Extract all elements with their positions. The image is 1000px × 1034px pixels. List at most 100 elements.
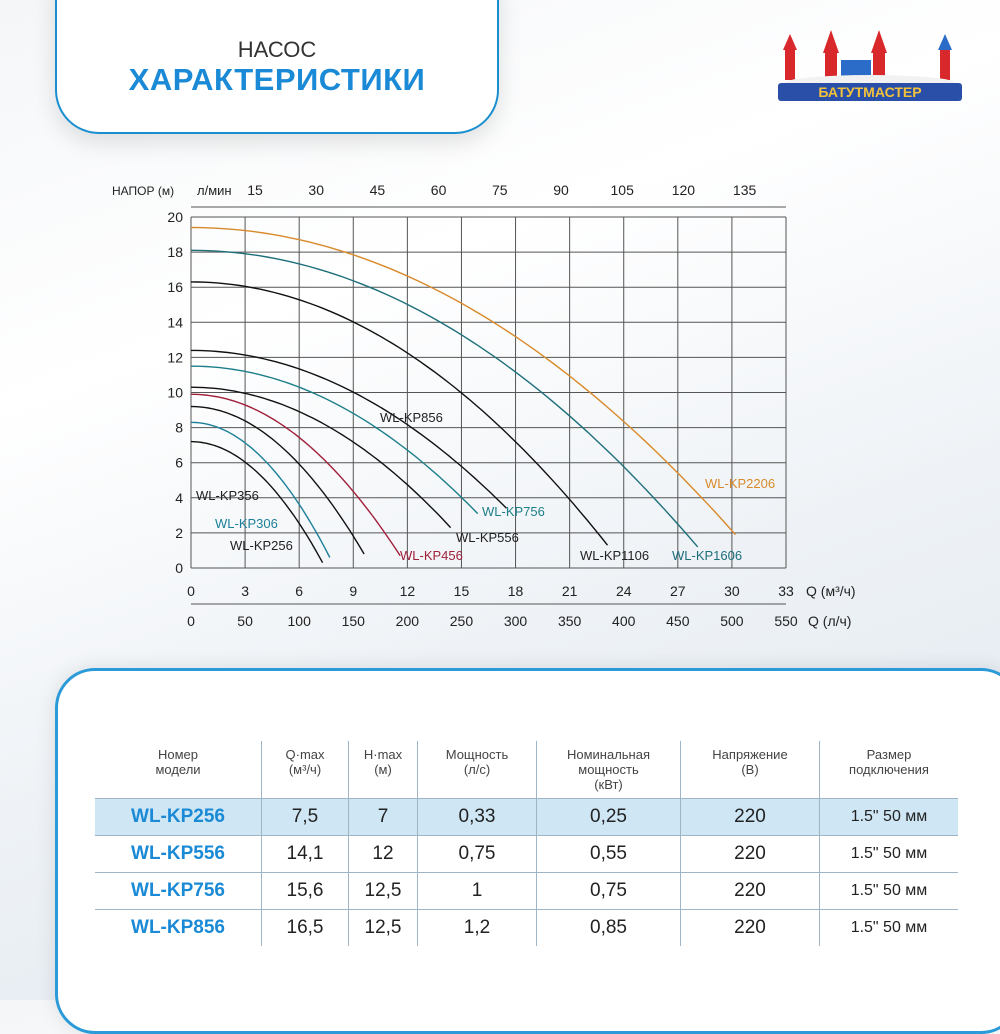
x-tick-label: 18 — [508, 583, 524, 599]
curve-label: WL-KP456 — [400, 548, 463, 563]
specs-table-card: Номер модели Q·max (м³/ч) H·max (м) Мощность (л… — [55, 668, 1000, 1034]
x-tick-label: 24 — [616, 583, 632, 599]
column-header: Напряжение (В) — [680, 741, 820, 799]
curve-label: WL-KP2206 — [705, 476, 775, 491]
table-cell: 12 — [348, 835, 418, 873]
y-tick-label: 20 — [167, 209, 183, 225]
x2-tick-label: 250 — [450, 613, 474, 629]
x2-tick-label: 0 — [187, 613, 195, 629]
top-tick-label: 15 — [247, 182, 263, 198]
curve-label: WL-KP306 — [215, 516, 278, 531]
y-tick-label: 6 — [175, 455, 183, 471]
table-cell: 0,33 — [417, 798, 537, 836]
table-cell: 7,5 — [261, 798, 349, 836]
table-cell: 0,85 — [536, 909, 681, 946]
column-header: Размер подключения — [819, 741, 958, 799]
y-tick-label: 8 — [175, 420, 183, 436]
column-header: H·max (м) — [348, 741, 418, 799]
y-axis-label: НАПОР (м) — [112, 184, 174, 198]
logo-text: БАТУТМАСТЕР — [818, 84, 921, 100]
curve-wl-kp256 — [190, 440, 324, 564]
model-cell: WL-KP256 — [95, 798, 262, 836]
column-header: Номер модели — [155, 747, 201, 777]
y-tick-label: 2 — [175, 525, 183, 541]
top-tick-label: 135 — [733, 182, 757, 198]
table-cell: 16,5 — [261, 909, 349, 946]
x2-tick-label: 100 — [288, 613, 312, 629]
x-tick-label: 12 — [400, 583, 416, 599]
table-cell: 7 — [348, 798, 418, 836]
table-cell: 0,25 — [536, 798, 681, 836]
x-tick-label: 9 — [349, 583, 357, 599]
x2-tick-label: 200 — [396, 613, 420, 629]
curve-label: WL-KP1606 — [672, 548, 742, 563]
column-header: Номинальная мощность (кВт) — [536, 741, 681, 799]
x2-tick-label: 350 — [558, 613, 582, 629]
table-row: WL-KP756 15,6 12,5 1 0,75 220 1.5" 50 мм — [95, 872, 958, 910]
page-title: ХАРАКТЕРИСТИКИ — [128, 62, 426, 97]
x-tick-label: 33 — [778, 583, 794, 599]
pump-curves-chart: 0035061009150122001525018300213502440027… — [112, 182, 856, 629]
table-cell: 220 — [680, 872, 820, 910]
table-cell: 12,5 — [348, 872, 418, 910]
top-axis-label: л/мин — [197, 183, 232, 198]
top-tick-label: 120 — [672, 182, 696, 198]
table-cell: 1.5" 50 мм — [819, 909, 958, 946]
curve-label: WL-KP356 — [196, 488, 259, 503]
table-cell: 14,1 — [261, 835, 349, 873]
table-row: WL-KP556 14,1 12 0,75 0,55 220 1.5" 50 мм — [95, 835, 958, 873]
model-cell: WL-KP856 — [95, 909, 262, 946]
table-cell: 15,6 — [261, 872, 349, 910]
top-tick-label: 75 — [492, 182, 508, 198]
table-cell: 0,75 — [417, 835, 537, 873]
x2-tick-label: 550 — [774, 613, 798, 629]
x2-tick-label: 500 — [720, 613, 744, 629]
curve-label: WL-KP756 — [482, 504, 545, 519]
y-tick-label: 18 — [167, 244, 183, 260]
curve-wl-kp2206 — [190, 226, 737, 536]
x-tick-label: 15 — [454, 583, 470, 599]
model-cell: WL-KP556 — [95, 835, 262, 873]
table-cell: 12,5 — [348, 909, 418, 946]
specs-table: Номер модели Q·max (м³/ч) H·max (м) Мощность (л… — [95, 741, 958, 946]
table-cell: 220 — [680, 798, 820, 836]
y-tick-label: 12 — [167, 349, 183, 365]
x2-tick-label: 50 — [237, 613, 253, 629]
table-cell: 220 — [680, 909, 820, 946]
logo: БАТУТМАСТЕР — [778, 30, 962, 101]
x-tick-label: 6 — [295, 583, 303, 599]
table-row: WL-KP256 7,5 7 0,33 0,25 220 1.5" 50 мм — [95, 798, 958, 836]
x2-axis-label: Q (л/ч) — [808, 613, 851, 629]
table-row: WL-KP856 16,5 12,5 1,2 0,85 220 1.5" 50 мм — [95, 909, 958, 946]
curve-wl-kp556 — [190, 386, 452, 529]
curve-wl-kp306 — [190, 421, 331, 558]
top-tick-label: 45 — [370, 182, 386, 198]
y-tick-label: 10 — [167, 385, 183, 401]
curve-wl-kp856 — [191, 349, 507, 509]
top-tick-label: 105 — [611, 182, 635, 198]
table-cell: 0,55 — [536, 835, 681, 873]
model-cell: WL-KP756 — [95, 872, 262, 910]
curve-label: WL-KP256 — [230, 538, 293, 553]
table-cell: 220 — [680, 835, 820, 873]
y-tick-label: 4 — [175, 490, 183, 506]
table-cell: 1 — [417, 872, 537, 910]
curve-wl-kp356 — [190, 405, 365, 555]
subtitle: НАСОС — [237, 37, 317, 62]
curve-wl-kp456 — [191, 393, 401, 557]
curve-wl-kp1606 — [190, 249, 699, 548]
curve-label: WL-KP856 — [380, 410, 443, 425]
top-tick-label: 60 — [431, 182, 447, 198]
curve-wl-kp1106 — [190, 281, 609, 546]
x2-tick-label: 450 — [666, 613, 690, 629]
x2-tick-label: 150 — [342, 613, 366, 629]
x-tick-label: 30 — [724, 583, 740, 599]
top-tick-label: 30 — [308, 182, 324, 198]
y-tick-label: 14 — [167, 314, 183, 330]
table-cell: 1,2 — [417, 909, 537, 946]
x-tick-label: 0 — [187, 583, 195, 599]
x2-tick-label: 400 — [612, 613, 636, 629]
column-header: Мощность (л/с) — [417, 741, 537, 799]
y-tick-label: 16 — [167, 279, 183, 295]
x-axis-label: Q (м³/ч) — [806, 583, 856, 599]
